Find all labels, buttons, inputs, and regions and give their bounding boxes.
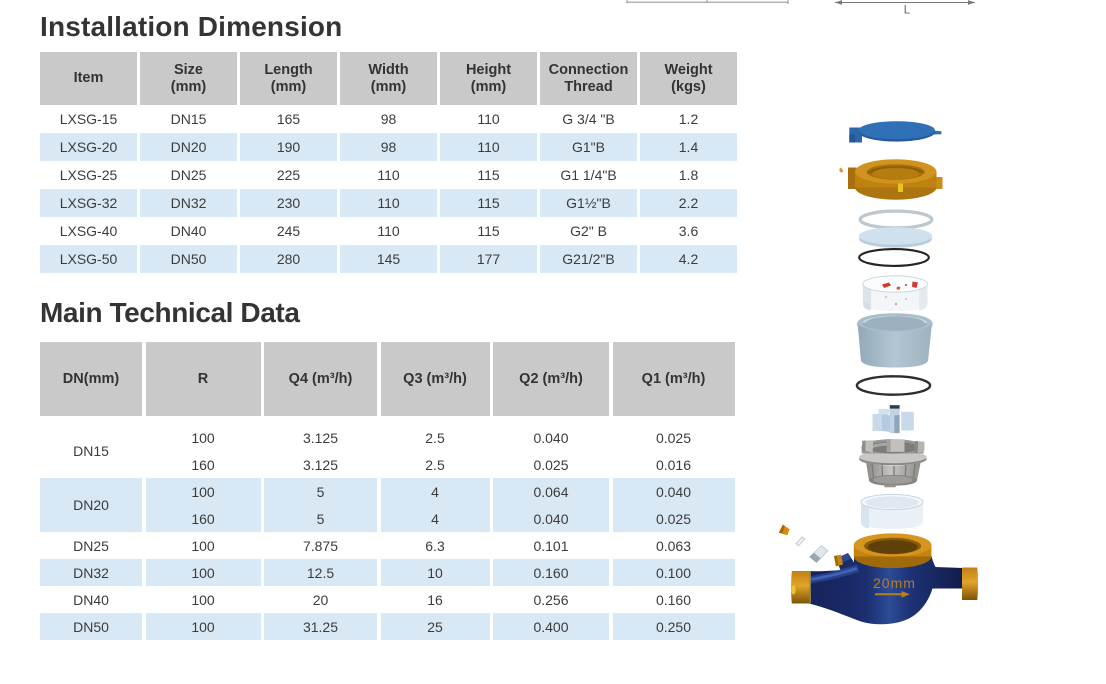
svg-text:20mm: 20mm (873, 575, 916, 591)
svg-text:L: L (904, 5, 911, 17)
